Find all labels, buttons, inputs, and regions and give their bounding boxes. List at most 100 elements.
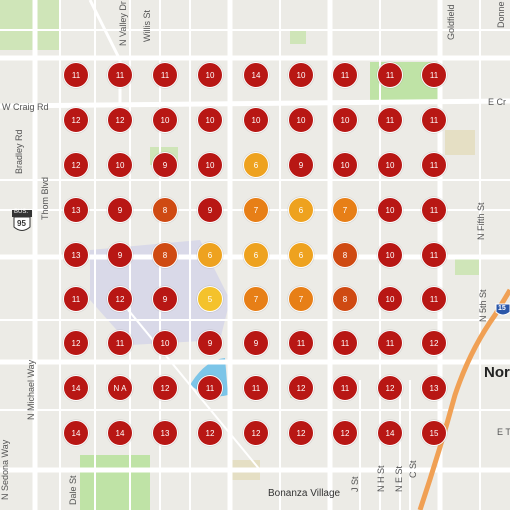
- diagonal-road: [88, 0, 122, 120]
- grid-marker[interactable]: 14: [243, 62, 269, 88]
- grid-marker[interactable]: 12: [107, 107, 133, 133]
- grid-marker[interactable]: 10: [288, 62, 314, 88]
- city-label: Nor: [484, 364, 510, 381]
- grid-marker[interactable]: 10: [197, 107, 223, 133]
- grid-marker[interactable]: 11: [332, 62, 358, 88]
- grid-marker[interactable]: 11: [421, 62, 447, 88]
- grid-marker[interactable]: 9: [197, 197, 223, 223]
- grid-marker[interactable]: 12: [288, 420, 314, 446]
- grid-marker[interactable]: 11: [421, 286, 447, 312]
- grid-marker[interactable]: 12: [421, 330, 447, 356]
- grid-marker[interactable]: 12: [152, 375, 178, 401]
- grid-marker[interactable]: 14: [63, 420, 89, 446]
- grid-marker[interactable]: 14: [377, 420, 403, 446]
- grid-marker[interactable]: 6: [288, 242, 314, 268]
- grid-marker[interactable]: 11: [377, 330, 403, 356]
- grid-marker[interactable]: 10: [332, 107, 358, 133]
- grid-marker[interactable]: 10: [288, 107, 314, 133]
- grid-marker[interactable]: 10: [243, 107, 269, 133]
- grid-marker[interactable]: 13: [63, 197, 89, 223]
- grid-marker[interactable]: N A: [107, 375, 133, 401]
- grid-marker[interactable]: 14: [107, 420, 133, 446]
- road-label-fifth: N Fifth St: [476, 202, 486, 240]
- grid-marker[interactable]: 11: [197, 375, 223, 401]
- grid-marker[interactable]: 11: [421, 107, 447, 133]
- grid-marker[interactable]: 12: [63, 152, 89, 178]
- grid-marker[interactable]: 11: [421, 152, 447, 178]
- grid-marker[interactable]: 10: [152, 330, 178, 356]
- grid-marker[interactable]: 10: [377, 286, 403, 312]
- grid-marker[interactable]: 10: [197, 152, 223, 178]
- grid-marker[interactable]: 10: [197, 62, 223, 88]
- grid-marker[interactable]: 6: [197, 242, 223, 268]
- grid-marker[interactable]: 8: [152, 197, 178, 223]
- grid-marker[interactable]: 7: [243, 197, 269, 223]
- grid-marker[interactable]: 8: [332, 242, 358, 268]
- grid-marker[interactable]: 13: [63, 242, 89, 268]
- grid-marker[interactable]: 11: [63, 62, 89, 88]
- road-label-j: J St: [350, 476, 360, 492]
- grid-marker[interactable]: 10: [332, 152, 358, 178]
- grid-marker[interactable]: 9: [288, 152, 314, 178]
- road-label-c: C St: [408, 460, 418, 478]
- grid-marker[interactable]: 5: [197, 286, 223, 312]
- grid-marker[interactable]: 8: [152, 242, 178, 268]
- grid-marker[interactable]: 8: [332, 286, 358, 312]
- grid-marker[interactable]: 11: [152, 62, 178, 88]
- grid-marker[interactable]: 11: [243, 375, 269, 401]
- grid-marker[interactable]: 10: [377, 152, 403, 178]
- grid-marker[interactable]: 7: [243, 286, 269, 312]
- grid-marker[interactable]: 11: [421, 242, 447, 268]
- road-label-valley: N Valley Dr: [118, 1, 128, 46]
- grid-marker[interactable]: 12: [197, 420, 223, 446]
- grid-marker[interactable]: 12: [377, 375, 403, 401]
- grid-marker[interactable]: 9: [152, 152, 178, 178]
- grid-marker[interactable]: 6: [288, 197, 314, 223]
- grid-marker[interactable]: 9: [107, 242, 133, 268]
- road-label-e-t: E T: [497, 427, 510, 437]
- grid-marker[interactable]: 11: [332, 330, 358, 356]
- grid-marker[interactable]: 11: [377, 62, 403, 88]
- grid-marker[interactable]: 10: [377, 197, 403, 223]
- grid-marker[interactable]: 9: [197, 330, 223, 356]
- grid-marker[interactable]: 10: [377, 242, 403, 268]
- park-area: [455, 255, 480, 275]
- road-label-dale: Dale St: [68, 475, 78, 505]
- road-label-goldfield: Goldfield: [446, 4, 456, 40]
- shield-icon: [12, 210, 32, 231]
- grid-marker[interactable]: 14: [63, 375, 89, 401]
- area-label-bonanza: Bonanza Village: [268, 488, 341, 499]
- grid-marker[interactable]: 12: [63, 330, 89, 356]
- park-area: [0, 0, 60, 50]
- park-area: [290, 30, 306, 44]
- grid-marker[interactable]: 12: [63, 107, 89, 133]
- grid-marker[interactable]: 10: [152, 107, 178, 133]
- road-label-bradley: Bradley Rd: [14, 129, 24, 174]
- grid-marker[interactable]: 11: [288, 330, 314, 356]
- road-label-e-craig: E Cr: [488, 97, 506, 107]
- grid-marker[interactable]: 9: [243, 330, 269, 356]
- grid-marker[interactable]: 9: [107, 197, 133, 223]
- shield-number: 95: [17, 219, 26, 228]
- grid-marker[interactable]: 12: [243, 420, 269, 446]
- road-label-michael: N Michael Way: [26, 359, 36, 420]
- grid-marker[interactable]: 13: [421, 375, 447, 401]
- grid-marker[interactable]: 10: [107, 152, 133, 178]
- grid-marker[interactable]: 12: [288, 375, 314, 401]
- grid-marker[interactable]: 15: [421, 420, 447, 446]
- grid-marker[interactable]: 7: [288, 286, 314, 312]
- grid-marker[interactable]: 9: [152, 286, 178, 312]
- grid-marker[interactable]: 11: [377, 107, 403, 133]
- grid-marker[interactable]: 7: [332, 197, 358, 223]
- grid-marker[interactable]: 12: [107, 286, 133, 312]
- grid-marker[interactable]: 6: [243, 152, 269, 178]
- grid-marker[interactable]: 11: [107, 330, 133, 356]
- grid-marker[interactable]: 12: [332, 420, 358, 446]
- grid-marker[interactable]: 6: [243, 242, 269, 268]
- grid-marker[interactable]: 11: [421, 197, 447, 223]
- grid-marker[interactable]: 11: [107, 62, 133, 88]
- grid-marker[interactable]: 11: [332, 375, 358, 401]
- grid-marker[interactable]: 11: [63, 286, 89, 312]
- grid-marker[interactable]: 13: [152, 420, 178, 446]
